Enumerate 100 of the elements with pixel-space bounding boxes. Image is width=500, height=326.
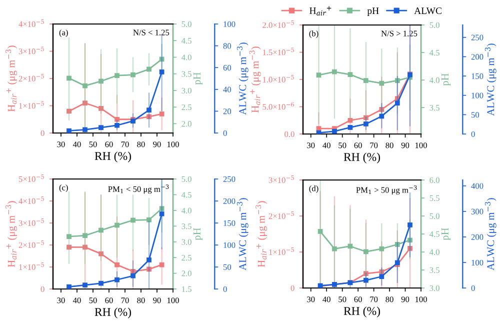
x-tick-label: 50 [89, 142, 97, 148]
y-axis-title: H$_{air}$$^{+}$ (μg m$^{−3}$) [6, 201, 17, 268]
y3-tick-label: 200 [471, 54, 484, 60]
x-tick-label: 90 [401, 142, 410, 148]
x-tick-label: 40 [322, 296, 330, 302]
y-axis-title: H$_{air}$$^{+}$ (μg m$^{−3}$) [6, 46, 17, 112]
x-tick-label: 90 [153, 142, 161, 148]
y2-tick-label: 2.5 [182, 254, 192, 261]
x-tick-label: 60 [105, 298, 113, 304]
y2-tick-label: 5.0 [430, 213, 440, 220]
x-axis-title: RH (%) [94, 308, 132, 318]
y3-tick-label: 60 [223, 64, 232, 71]
y-tick-label: 0 [40, 286, 44, 292]
y3-tick-label: 150 [472, 73, 484, 79]
x-tick-label: 100 [167, 298, 179, 304]
y2-tick-label: 4.0 [429, 77, 440, 84]
y2-tick-label: 4.5 [429, 231, 440, 238]
y2-tick-label: 4.5 [429, 50, 440, 56]
y-tick-label: 1.0×10$^{−5}$ [262, 75, 294, 82]
y-tick-label: 0 [290, 285, 294, 291]
y2-tick-label: 5.0 [182, 176, 192, 182]
y2-tick-label: 3.0 [182, 239, 192, 245]
y3-tick-label: 0 [223, 130, 227, 136]
y2-tick-label: 3.0 [182, 88, 192, 94]
y2-tick-label: 4.0 [181, 54, 192, 60]
x-tick-label: 30 [307, 142, 315, 148]
y2-tick-label: 5.0 [182, 21, 192, 28]
legend-label: ALWC [414, 8, 442, 14]
y3-axis-title: ALWC (μg m$^{−3}$) [236, 42, 248, 115]
y2-tick-label: 4.0 [181, 208, 192, 214]
x-tick-label: 80 [386, 296, 394, 302]
y3-tick-label: 200 [223, 198, 236, 204]
y3-tick-label: 100 [224, 242, 236, 248]
x-tick-label: 40 [72, 298, 81, 304]
y2-tick-label: 4.5 [181, 38, 192, 44]
legend-label: pH [367, 8, 379, 16]
y2-axis-title: pH [194, 228, 203, 240]
y3-axis-title: ALWC (μg m$^{−3}$) [236, 198, 248, 270]
y-tick-label: 4×10$^{−5}$ [18, 196, 44, 204]
y-tick-label: 5.0×10$^{−6}$ [262, 102, 294, 110]
y3-tick-label: 100 [472, 92, 484, 98]
y3-tick-label: 250 [223, 176, 236, 182]
x-tick-label: 100 [167, 142, 179, 148]
x-axis-title: RH (%) [344, 152, 380, 164]
y3-tick-label: 40 [223, 86, 232, 92]
y2-axis-title: pH [442, 228, 451, 240]
y3-tick-label: 100 [224, 21, 236, 27]
y2-tick-label: 1.5 [182, 286, 192, 292]
y-tick-label: 2×10$^{−5}$ [18, 74, 44, 82]
annotation: (a) [59, 29, 68, 38]
y2-tick-label: 4.5 [181, 192, 192, 198]
y3-tick-label: 150 [224, 220, 236, 226]
y2-tick-label: 3.5 [182, 224, 192, 230]
y3-tick-label: 300 [471, 208, 484, 214]
y2-tick-label: 6.0 [430, 177, 440, 184]
annotation: (c) [59, 184, 68, 192]
y-tick-label: 5×10$^{−5}$ [18, 174, 44, 182]
y-tick-label: 1.5×10$^{−5}$ [262, 48, 294, 56]
y3-tick-label: 100 [472, 260, 484, 266]
y3-tick-label: 50 [223, 264, 232, 270]
y-tick-label: 0.0 [284, 131, 294, 138]
annotation: N/S > 1.25 [381, 30, 418, 36]
y2-tick-label: 3.0 [430, 285, 440, 292]
y-tick-label: 2.0×10$^{−5}$ [262, 20, 294, 28]
x-tick-label: 50 [338, 142, 346, 148]
y-tick-label: 2×10$^{−5}$ [268, 212, 294, 219]
y3-tick-label: 0 [471, 131, 475, 137]
x-tick-label: 40 [322, 142, 330, 148]
y3-tick-label: 20 [223, 108, 232, 114]
y-tick-label: 3×10$^{−5}$ [18, 46, 44, 54]
annotation: (d) [309, 185, 318, 193]
y2-tick-label: 2.0 [182, 121, 192, 127]
y3-tick-label: 0 [471, 285, 475, 291]
x-tick-label: 30 [307, 296, 315, 302]
y2-tick-label: 3.5 [430, 267, 440, 274]
x-tick-label: 70 [121, 142, 129, 148]
y-tick-label: 1×10$^{−5}$ [19, 262, 44, 270]
x-tick-label: 70 [121, 298, 129, 304]
y-tick-label: 3×10$^{−5}$ [18, 218, 44, 226]
x-tick-label: 60 [354, 296, 362, 302]
y-axis-title: H$_{air}$$^{+}$ (μg m$^{−3}$) [256, 201, 267, 268]
y-tick-label: 1×10$^{−5}$ [19, 101, 44, 109]
y-tick-label: 1×10$^{−5}$ [269, 248, 294, 255]
y-tick-label: 0 [40, 130, 44, 136]
x-tick-label: 70 [370, 296, 378, 302]
x-tick-label: 30 [57, 298, 65, 304]
y3-tick-label: 0 [223, 286, 227, 292]
x-tick-label: 60 [354, 142, 362, 148]
x-tick-label: 30 [57, 142, 65, 148]
y-tick-label: 2×10$^{−5}$ [18, 240, 44, 248]
annotation: PM$_{1}$ > 50 μg m$^{−3}$ [356, 185, 417, 195]
x-axis-title: RH (%) [94, 152, 132, 162]
y3-tick-label: 250 [471, 34, 484, 40]
y2-tick-label: 2.5 [182, 104, 192, 110]
y3-tick-label: 80 [223, 43, 232, 49]
y2-tick-label: 4.0 [429, 249, 440, 256]
y3-tick-label: 200 [471, 234, 484, 240]
y2-tick-label: 3.5 [182, 71, 192, 77]
y-tick-label: 4×10$^{−5}$ [18, 20, 44, 27]
x-tick-label: 40 [72, 142, 81, 148]
